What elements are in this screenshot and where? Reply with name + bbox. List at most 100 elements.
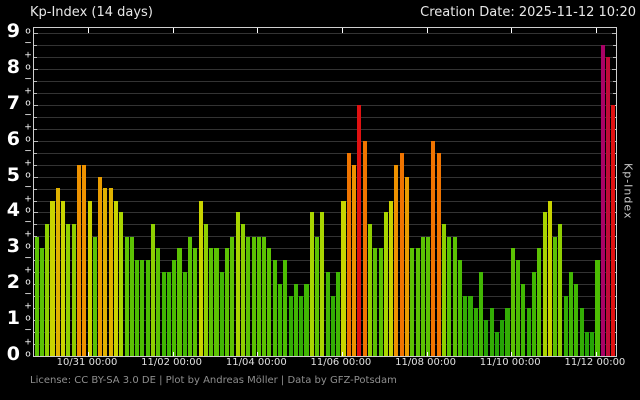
kp-bar — [293, 284, 298, 356]
kp-bar — [415, 248, 420, 356]
kp-bar — [352, 164, 357, 356]
y-axis-right-title: Kp-Index — [620, 27, 636, 355]
y-tick-right — [613, 92, 616, 94]
x-tick-label: 11/04 00:00 — [225, 357, 287, 368]
y-tick-left — [34, 176, 38, 178]
kp-bar — [267, 248, 272, 356]
y-axis-numeral: 7 — [6, 91, 20, 114]
kp-bar — [309, 212, 314, 356]
kp-bar — [590, 332, 595, 356]
kp-bar — [531, 272, 537, 356]
y-axis-numeral: 0 — [6, 343, 20, 366]
kp-gridline — [34, 140, 616, 142]
y-sub-label-minus: − — [24, 325, 32, 336]
y-axis-numeral: 5 — [6, 163, 20, 186]
kp-gridline — [34, 260, 616, 262]
y-tick-left — [34, 116, 37, 118]
kp-gridline — [34, 296, 616, 298]
kp-bar — [410, 248, 415, 356]
kp-bar — [584, 332, 589, 356]
y-axis-numeral: 9 — [6, 20, 20, 43]
kp-bar — [135, 260, 140, 356]
y-sub-label-minus: − — [24, 38, 32, 49]
kp-bar — [325, 272, 330, 356]
kp-bar — [166, 272, 171, 356]
kp-gridline — [34, 116, 616, 118]
kp-bar — [50, 200, 55, 356]
y-sub-label-minus: − — [24, 74, 32, 85]
kp-bar — [336, 272, 341, 356]
kp-bar — [98, 176, 103, 356]
kp-gridline — [34, 284, 616, 286]
kp-bar — [484, 320, 489, 356]
y-sub-label-minus: − — [24, 182, 32, 192]
kp-gridline — [34, 80, 616, 82]
kp-gridline — [34, 33, 616, 34]
kp-gridline — [34, 224, 616, 226]
kp-bar — [606, 57, 611, 356]
y-sub-label-o: o — [25, 170, 31, 181]
kp-bar — [251, 236, 256, 356]
kp-bar — [82, 164, 87, 356]
kp-bar — [574, 284, 579, 356]
kp-index-rotated-label: Kp-Index — [621, 162, 635, 220]
date-tick-top — [257, 28, 259, 33]
y-sub-label-plus: + — [24, 337, 32, 348]
y-axis-numeral: 1 — [6, 307, 20, 330]
y-sub-label-minus: − — [24, 146, 32, 157]
y-tick-left — [34, 188, 37, 190]
kp-bar — [394, 164, 399, 356]
y-sub-label-minus: − — [24, 217, 32, 228]
license-footer: License: CC BY-SA 3.0 DE | Plot by Andre… — [30, 375, 397, 386]
kp-bar — [92, 236, 97, 356]
kp-gridline — [34, 68, 616, 70]
kp-bar — [203, 224, 208, 356]
x-axis-labels: 10/31 00:00 11/02 00:00 11/04 00:00 11/06 0… — [33, 357, 626, 371]
kp-bar — [563, 296, 568, 356]
kp-bar — [256, 236, 261, 356]
kp-bar — [108, 188, 113, 356]
y-tick-right — [612, 33, 616, 34]
kp-bar — [357, 104, 362, 356]
y-axis-labels: 9 8 7 6 5 4 3 2 1 0 o − + o − + o − + o − + o − + o − + o − + o − + o − + o — [0, 22, 33, 364]
kp-bar — [262, 236, 267, 356]
x-tick-label: 11/10 00:00 — [479, 357, 541, 368]
kp-bar — [39, 248, 44, 356]
kp-bar — [198, 200, 203, 356]
kp-bar — [45, 224, 50, 356]
kp-gridline — [34, 200, 616, 202]
y-tick-left — [34, 140, 38, 142]
kp-bar — [341, 200, 346, 356]
y-tick-left — [34, 104, 38, 106]
kp-bar — [516, 260, 521, 356]
kp-bar — [473, 308, 478, 356]
y-sub-label-plus: + — [24, 265, 32, 276]
y-tick-left — [34, 92, 37, 94]
kp-bar — [156, 248, 161, 356]
kp-bar — [537, 248, 542, 356]
date-tick-bottom — [257, 352, 259, 356]
date-tick-top — [511, 28, 513, 33]
kp-bar — [452, 236, 457, 356]
kp-bar — [272, 260, 277, 356]
y-axis-numeral: 3 — [6, 235, 20, 258]
y-tick-left — [34, 224, 37, 226]
kp-gridline — [34, 212, 616, 214]
kp-bar — [389, 200, 394, 356]
plot-area — [33, 27, 617, 357]
kp-bar — [225, 248, 230, 356]
kp-bar — [404, 176, 410, 356]
kp-bar — [568, 272, 574, 356]
kp-bar — [457, 260, 462, 356]
kp-bar — [230, 236, 235, 356]
y-sub-label-plus: + — [24, 122, 32, 133]
date-tick-top — [88, 28, 89, 33]
kp-bar — [161, 272, 166, 356]
kp-gridline — [34, 188, 616, 190]
kp-gridline — [34, 128, 616, 130]
kp-bar — [214, 248, 219, 356]
kp-bar — [177, 248, 182, 356]
kp-bar — [579, 308, 584, 356]
kp-bar — [463, 296, 468, 356]
y-tick-left — [34, 45, 37, 46]
